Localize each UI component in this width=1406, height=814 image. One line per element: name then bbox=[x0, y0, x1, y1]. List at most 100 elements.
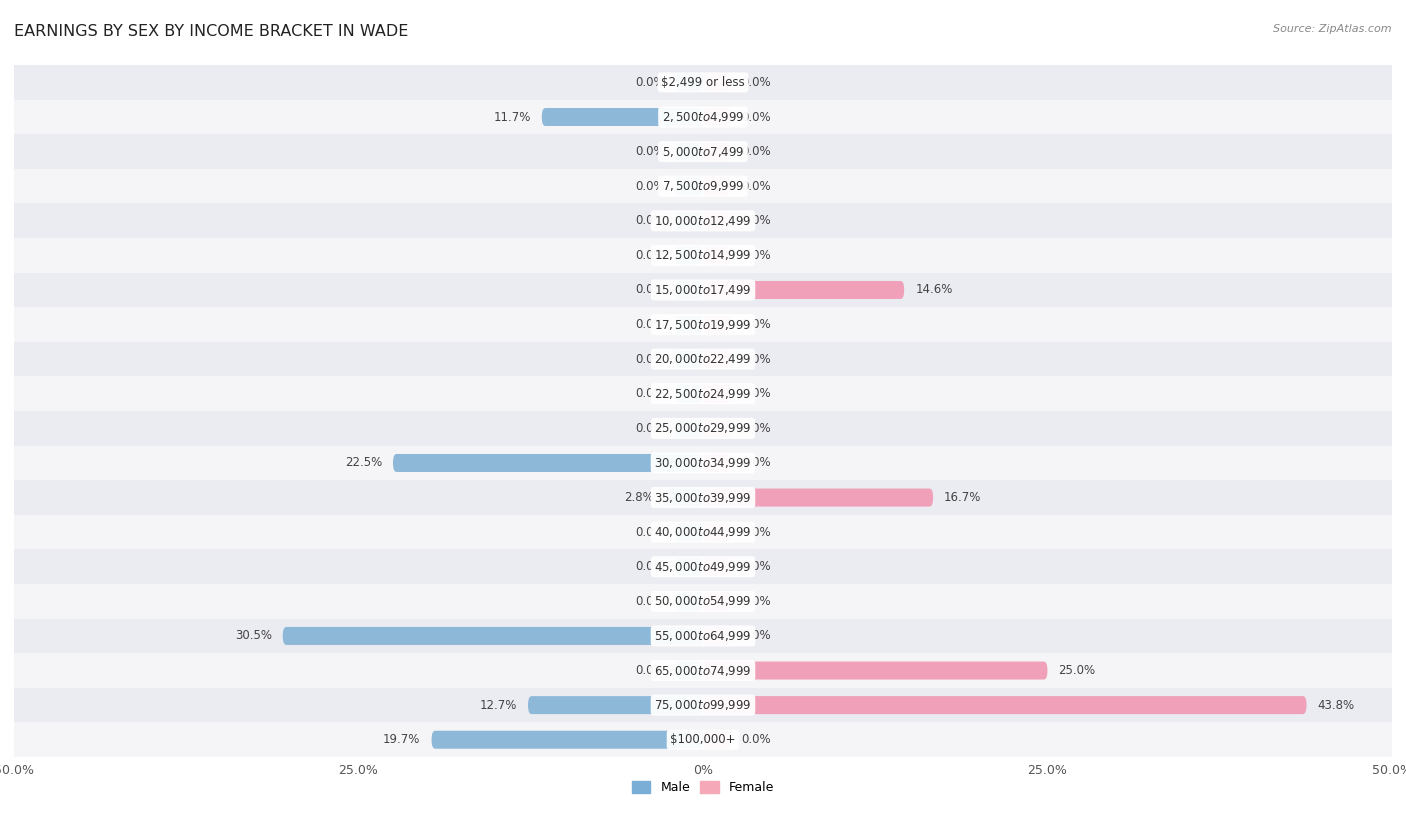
Text: $10,000 to $12,499: $10,000 to $12,499 bbox=[654, 214, 752, 228]
FancyBboxPatch shape bbox=[703, 593, 731, 610]
Text: $35,000 to $39,999: $35,000 to $39,999 bbox=[654, 491, 752, 505]
Text: 0.0%: 0.0% bbox=[634, 249, 665, 262]
FancyBboxPatch shape bbox=[675, 662, 703, 680]
FancyBboxPatch shape bbox=[675, 350, 703, 368]
Text: 0.0%: 0.0% bbox=[634, 283, 665, 296]
Text: $25,000 to $29,999: $25,000 to $29,999 bbox=[654, 422, 752, 435]
FancyBboxPatch shape bbox=[675, 419, 703, 437]
Text: 0.0%: 0.0% bbox=[741, 387, 772, 400]
Text: 0.0%: 0.0% bbox=[741, 526, 772, 539]
FancyBboxPatch shape bbox=[675, 247, 703, 265]
FancyBboxPatch shape bbox=[703, 488, 934, 506]
FancyBboxPatch shape bbox=[703, 177, 731, 195]
Text: 0.0%: 0.0% bbox=[741, 457, 772, 470]
FancyBboxPatch shape bbox=[703, 731, 731, 749]
Bar bbox=[14, 584, 1392, 619]
Text: $40,000 to $44,999: $40,000 to $44,999 bbox=[654, 525, 752, 539]
Text: 0.0%: 0.0% bbox=[634, 560, 665, 573]
Bar bbox=[14, 723, 1392, 757]
Text: 14.6%: 14.6% bbox=[915, 283, 953, 296]
FancyBboxPatch shape bbox=[392, 454, 703, 472]
FancyBboxPatch shape bbox=[665, 488, 703, 506]
Text: 19.7%: 19.7% bbox=[384, 733, 420, 746]
Text: 11.7%: 11.7% bbox=[494, 111, 531, 124]
Bar bbox=[14, 688, 1392, 723]
FancyBboxPatch shape bbox=[675, 316, 703, 334]
FancyBboxPatch shape bbox=[675, 281, 703, 299]
FancyBboxPatch shape bbox=[703, 385, 731, 403]
Bar bbox=[14, 65, 1392, 99]
Text: 0.0%: 0.0% bbox=[634, 526, 665, 539]
Bar bbox=[14, 342, 1392, 376]
Text: $17,500 to $19,999: $17,500 to $19,999 bbox=[654, 317, 752, 331]
FancyBboxPatch shape bbox=[703, 73, 731, 91]
Text: $65,000 to $74,999: $65,000 to $74,999 bbox=[654, 663, 752, 677]
Bar bbox=[14, 238, 1392, 273]
Text: 0.0%: 0.0% bbox=[741, 629, 772, 642]
Text: 0.0%: 0.0% bbox=[634, 387, 665, 400]
Text: 0.0%: 0.0% bbox=[634, 664, 665, 677]
Bar bbox=[14, 168, 1392, 204]
Bar bbox=[14, 445, 1392, 480]
Text: 25.0%: 25.0% bbox=[1059, 664, 1095, 677]
FancyBboxPatch shape bbox=[703, 662, 1047, 680]
Text: 22.5%: 22.5% bbox=[344, 457, 382, 470]
FancyBboxPatch shape bbox=[675, 593, 703, 610]
Text: 0.0%: 0.0% bbox=[741, 733, 772, 746]
FancyBboxPatch shape bbox=[703, 696, 1306, 714]
FancyBboxPatch shape bbox=[703, 316, 731, 334]
FancyBboxPatch shape bbox=[283, 627, 703, 645]
FancyBboxPatch shape bbox=[675, 523, 703, 541]
Text: $2,499 or less: $2,499 or less bbox=[661, 76, 745, 89]
FancyBboxPatch shape bbox=[703, 350, 731, 368]
Text: 0.0%: 0.0% bbox=[741, 76, 772, 89]
Text: 0.0%: 0.0% bbox=[634, 214, 665, 227]
Text: 2.8%: 2.8% bbox=[624, 491, 654, 504]
Text: 12.7%: 12.7% bbox=[479, 698, 517, 711]
Text: Source: ZipAtlas.com: Source: ZipAtlas.com bbox=[1274, 24, 1392, 34]
Text: 16.7%: 16.7% bbox=[945, 491, 981, 504]
FancyBboxPatch shape bbox=[675, 177, 703, 195]
Text: $2,500 to $4,999: $2,500 to $4,999 bbox=[662, 110, 744, 124]
Bar bbox=[14, 411, 1392, 445]
FancyBboxPatch shape bbox=[675, 558, 703, 575]
Text: 0.0%: 0.0% bbox=[634, 352, 665, 365]
Bar bbox=[14, 134, 1392, 168]
Text: 0.0%: 0.0% bbox=[741, 595, 772, 608]
Text: $15,000 to $17,499: $15,000 to $17,499 bbox=[654, 283, 752, 297]
Text: $45,000 to $49,999: $45,000 to $49,999 bbox=[654, 560, 752, 574]
Bar bbox=[14, 619, 1392, 653]
FancyBboxPatch shape bbox=[703, 523, 731, 541]
Bar bbox=[14, 99, 1392, 134]
Text: 0.0%: 0.0% bbox=[634, 145, 665, 158]
Text: $22,500 to $24,999: $22,500 to $24,999 bbox=[654, 387, 752, 400]
Text: $7,500 to $9,999: $7,500 to $9,999 bbox=[662, 179, 744, 193]
Bar bbox=[14, 653, 1392, 688]
FancyBboxPatch shape bbox=[703, 558, 731, 575]
Text: 0.0%: 0.0% bbox=[741, 111, 772, 124]
Text: 30.5%: 30.5% bbox=[235, 629, 271, 642]
Text: $75,000 to $99,999: $75,000 to $99,999 bbox=[654, 698, 752, 712]
Bar bbox=[14, 549, 1392, 584]
Bar bbox=[14, 307, 1392, 342]
FancyBboxPatch shape bbox=[675, 73, 703, 91]
Legend: Male, Female: Male, Female bbox=[627, 777, 779, 799]
Text: $20,000 to $22,499: $20,000 to $22,499 bbox=[654, 352, 752, 366]
FancyBboxPatch shape bbox=[675, 212, 703, 230]
Text: 0.0%: 0.0% bbox=[741, 560, 772, 573]
Text: 0.0%: 0.0% bbox=[634, 180, 665, 193]
FancyBboxPatch shape bbox=[675, 385, 703, 403]
Bar bbox=[14, 376, 1392, 411]
Text: $55,000 to $64,999: $55,000 to $64,999 bbox=[654, 629, 752, 643]
Text: 0.0%: 0.0% bbox=[634, 76, 665, 89]
Text: $12,500 to $14,999: $12,500 to $14,999 bbox=[654, 248, 752, 262]
Text: 0.0%: 0.0% bbox=[741, 145, 772, 158]
Text: 0.0%: 0.0% bbox=[741, 352, 772, 365]
Bar bbox=[14, 514, 1392, 549]
Bar bbox=[14, 204, 1392, 238]
FancyBboxPatch shape bbox=[703, 627, 731, 645]
Text: 0.0%: 0.0% bbox=[634, 422, 665, 435]
Text: 0.0%: 0.0% bbox=[741, 318, 772, 331]
FancyBboxPatch shape bbox=[529, 696, 703, 714]
Text: 0.0%: 0.0% bbox=[741, 180, 772, 193]
